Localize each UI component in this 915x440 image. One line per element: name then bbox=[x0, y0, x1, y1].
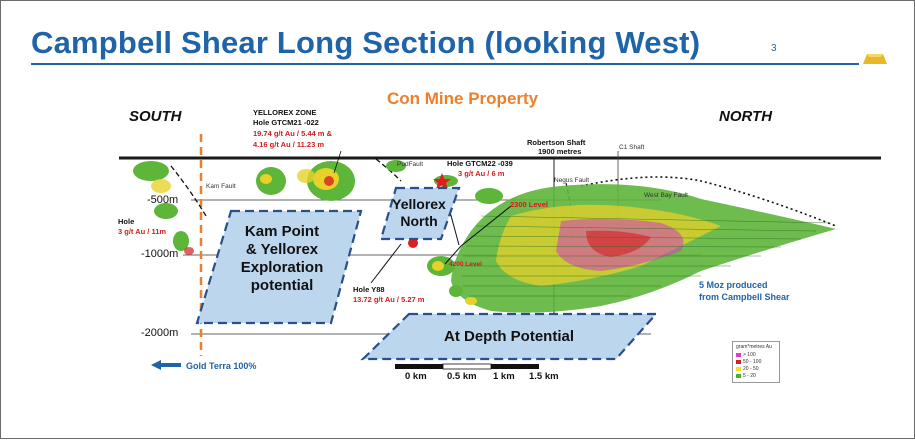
kam-point-zone-shape bbox=[195, 209, 363, 325]
legend-item: 5 - 20 bbox=[736, 373, 756, 379]
scale-label-05: 0.5 km bbox=[447, 371, 477, 382]
y88-red-marker bbox=[408, 238, 418, 248]
legend-item: 20 - 50 bbox=[736, 366, 759, 372]
at-depth-zone-label: At Depth Potential bbox=[444, 328, 574, 345]
legend-item: 50 - 100 bbox=[736, 359, 761, 365]
production-note: 5 Moz produced from Campbell Shear bbox=[699, 280, 790, 302]
west-bay-fault-label: West Bay Fault bbox=[644, 192, 688, 199]
level-2300-pointer bbox=[460, 205, 512, 247]
gtcm22-result: 3 g/t Au / 6 m bbox=[458, 169, 505, 178]
gold-terra-arrow-icon bbox=[151, 360, 181, 370]
level-4200-label: 4200 Level bbox=[449, 261, 482, 268]
scale-label-15: 1.5 km bbox=[529, 371, 559, 382]
at-depth-zone-shape bbox=[360, 312, 659, 361]
y88-hole-label: Hole Y88 bbox=[353, 285, 385, 294]
gold-bar-logo-icon bbox=[863, 54, 887, 64]
yellorex-north-zone-label: Yellorex North bbox=[392, 196, 446, 229]
level-4200-pointer bbox=[444, 245, 462, 265]
ore-body-scattered bbox=[133, 160, 503, 305]
south-hole-label: Hole bbox=[118, 217, 135, 226]
legend-swatch bbox=[736, 352, 741, 357]
gold-terra-label: Gold Terra 100% bbox=[186, 361, 257, 371]
robertson-shaft-label: Robertson Shaft bbox=[527, 138, 586, 147]
scale-label-0: 0 km bbox=[405, 371, 427, 382]
kam-fault-line bbox=[170, 165, 207, 217]
negus-fault-label: Negus Fault bbox=[554, 177, 590, 184]
scale-label-1: 1 km bbox=[493, 371, 515, 382]
yellorex-zone-result-2: 4.16 g/t Au / 11.23 m bbox=[253, 140, 325, 149]
property-label: Con Mine Property bbox=[387, 89, 539, 108]
depth-label-1000: -1000m bbox=[141, 248, 179, 260]
slide-title: Campbell Shear Long Section (looking Wes… bbox=[31, 25, 701, 60]
south-label: SOUTH bbox=[129, 108, 182, 125]
yellorex-zone-title: YELLOREX ZONE bbox=[253, 108, 317, 117]
legend-swatch bbox=[736, 359, 741, 364]
kam-point-zone-label: Kam Point & Yellorex Exploration potenti… bbox=[240, 223, 324, 294]
page-number: 3 bbox=[771, 43, 777, 54]
yellorex-zone-result-1: 19.74 g/t Au / 5.44 m & bbox=[253, 129, 332, 138]
grade-legend: gram*metres Au > 100 50 - 100 20 - 50 5 … bbox=[732, 341, 780, 383]
hole-y88-pointer bbox=[370, 243, 402, 284]
yellorex-zone-pointer bbox=[333, 150, 342, 174]
legend-swatch bbox=[736, 366, 741, 371]
level-2300-label: 2300 Level bbox=[510, 200, 548, 209]
c1-shaft-label: C1 Shaft bbox=[619, 144, 645, 151]
legend-swatch bbox=[736, 373, 741, 378]
y88-result: 13.72 g/t Au / 5.27 m bbox=[353, 295, 425, 304]
depth-label-2000: -2000m bbox=[141, 327, 179, 339]
gtcm22-star-marker bbox=[433, 173, 451, 189]
ore-body-main bbox=[451, 184, 836, 313]
depth-label-500: -500m bbox=[147, 194, 179, 206]
north-label: NORTH bbox=[719, 108, 773, 125]
scale-bar bbox=[395, 363, 539, 370]
yellorex-north-zone-shape bbox=[379, 186, 461, 241]
yellorex-zone-hole: Hole GTCM21 -022 bbox=[253, 118, 319, 127]
pud-fault-label: PudFault bbox=[397, 161, 424, 168]
robertson-shaft-depth: 1900 metres bbox=[538, 147, 582, 156]
south-hole-result: 3 g/t Au / 11m bbox=[118, 227, 167, 236]
legend-item: > 100 bbox=[736, 352, 756, 358]
kam-fault-label: Kam Fault bbox=[206, 183, 236, 190]
legend-title: gram*metres Au bbox=[736, 344, 772, 350]
gtcm22-hole-label: Hole GTCM22 -039 bbox=[447, 159, 513, 168]
west-bay-fault-line bbox=[580, 176, 837, 227]
title-underline bbox=[31, 63, 859, 65]
